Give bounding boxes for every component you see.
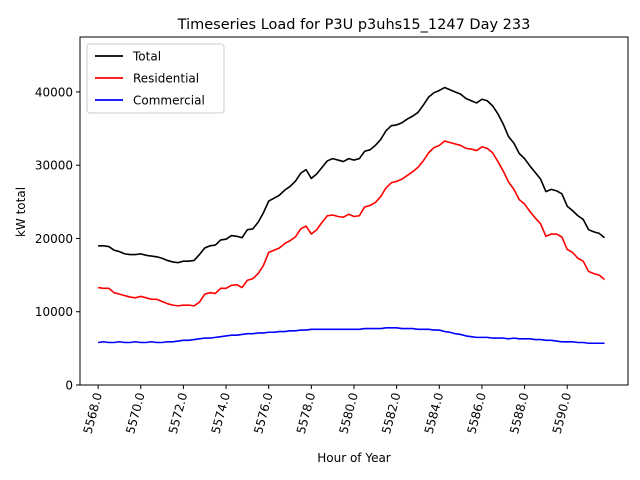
y-tick-label: 0 <box>65 379 73 393</box>
x-tick-label: 5576.0 <box>251 391 275 435</box>
x-tick-label: 5574.0 <box>209 391 233 435</box>
legend-label-commercial: Commercial <box>133 94 205 108</box>
series-line-total <box>98 86 606 264</box>
x-tick-label: 5580.0 <box>337 391 361 435</box>
legend: Total Residential Commercial <box>86 43 225 114</box>
legend-label-residential: Residential <box>133 72 199 86</box>
x-tick-label: 5572.0 <box>166 391 190 435</box>
x-tick-label: 5582.0 <box>379 391 403 435</box>
y-tick-label: 20000 <box>35 232 73 246</box>
series-line-commercial <box>98 327 605 345</box>
y-tick-label: 10000 <box>35 305 73 319</box>
x-tick-label: 5568.0 <box>81 391 105 435</box>
x-tick-label: 5578.0 <box>294 391 318 435</box>
y-tick-label: 40000 <box>35 85 73 99</box>
series-line-residential <box>98 140 606 307</box>
x-tick-label: 5588.0 <box>507 391 531 435</box>
x-tick-label: 5590.0 <box>550 391 574 435</box>
y-tick-label: 30000 <box>35 159 73 173</box>
y-axis-label: kW total <box>14 187 28 237</box>
x-axis-label: Hour of Year <box>317 451 391 465</box>
x-tick-label: 5586.0 <box>464 391 488 435</box>
chart-title: Timeseries Load for P3U p3uhs15_1247 Day… <box>177 17 531 33</box>
x-axis: 5568.0 5570.0 5572.0 5574.0 5576.0 5578.0 5580… <box>81 385 574 435</box>
legend-box <box>86 43 225 114</box>
y-axis: 0 10000 20000 30000 40000 <box>35 85 80 393</box>
legend-label-total: Total <box>132 50 161 64</box>
x-tick-label: 5584.0 <box>422 391 446 435</box>
x-tick-label: 5570.0 <box>123 391 147 435</box>
